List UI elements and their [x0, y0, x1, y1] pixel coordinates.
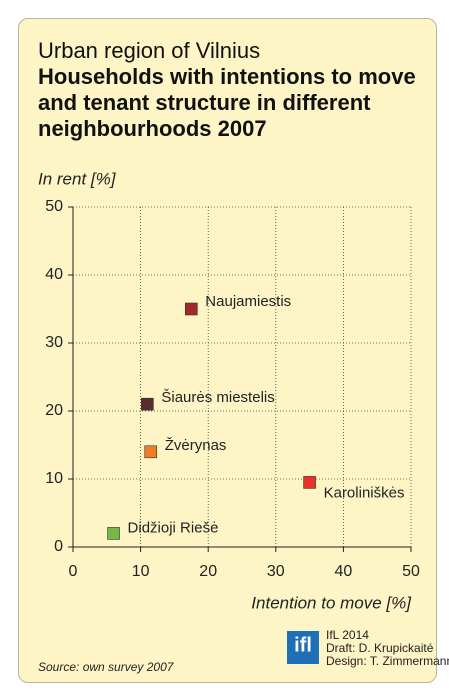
panel	[18, 18, 437, 683]
chart-subtitle: Households with intentions to move and t…	[38, 64, 416, 141]
y-tick-label: 10	[45, 470, 63, 487]
y-axis-label: In rent [%]	[38, 169, 117, 188]
logo: ifl	[294, 634, 312, 656]
chart-title: Urban region of Vilnius	[38, 38, 261, 63]
point	[107, 527, 120, 540]
point	[141, 397, 154, 411]
x-tick-label: 0	[69, 563, 78, 580]
y-tick-label: 30	[45, 334, 63, 351]
point-label: Karoliniškės	[324, 484, 405, 501]
x-tick-label: 40	[335, 563, 353, 580]
point-label: Naujamiestis	[205, 293, 291, 310]
credit: Draft: D. Krupickaité	[326, 641, 434, 655]
point	[303, 476, 316, 489]
point	[185, 302, 198, 316]
source: Source: own survey 2007	[38, 660, 175, 674]
x-tick-label: 10	[132, 563, 150, 580]
credit: Design: T. Zimmermann	[326, 654, 449, 668]
point-label: Didžioji Riešė	[128, 519, 219, 536]
point-label: Žvėrynas	[165, 437, 227, 454]
y-tick-label: 0	[54, 538, 63, 555]
logo-box	[287, 631, 319, 664]
point	[144, 445, 158, 459]
point-label: Šiaurės miestelis	[161, 389, 274, 406]
x-axis-label: Intention to move [%]	[251, 593, 412, 612]
credit: IfL 2014	[326, 628, 369, 642]
x-tick-label: 20	[199, 563, 217, 580]
x-tick-label: 30	[267, 563, 285, 580]
x-tick-label: 50	[402, 563, 420, 580]
y-tick-label: 50	[45, 198, 63, 215]
y-tick-label: 40	[45, 266, 63, 283]
y-tick-label: 20	[45, 402, 63, 419]
